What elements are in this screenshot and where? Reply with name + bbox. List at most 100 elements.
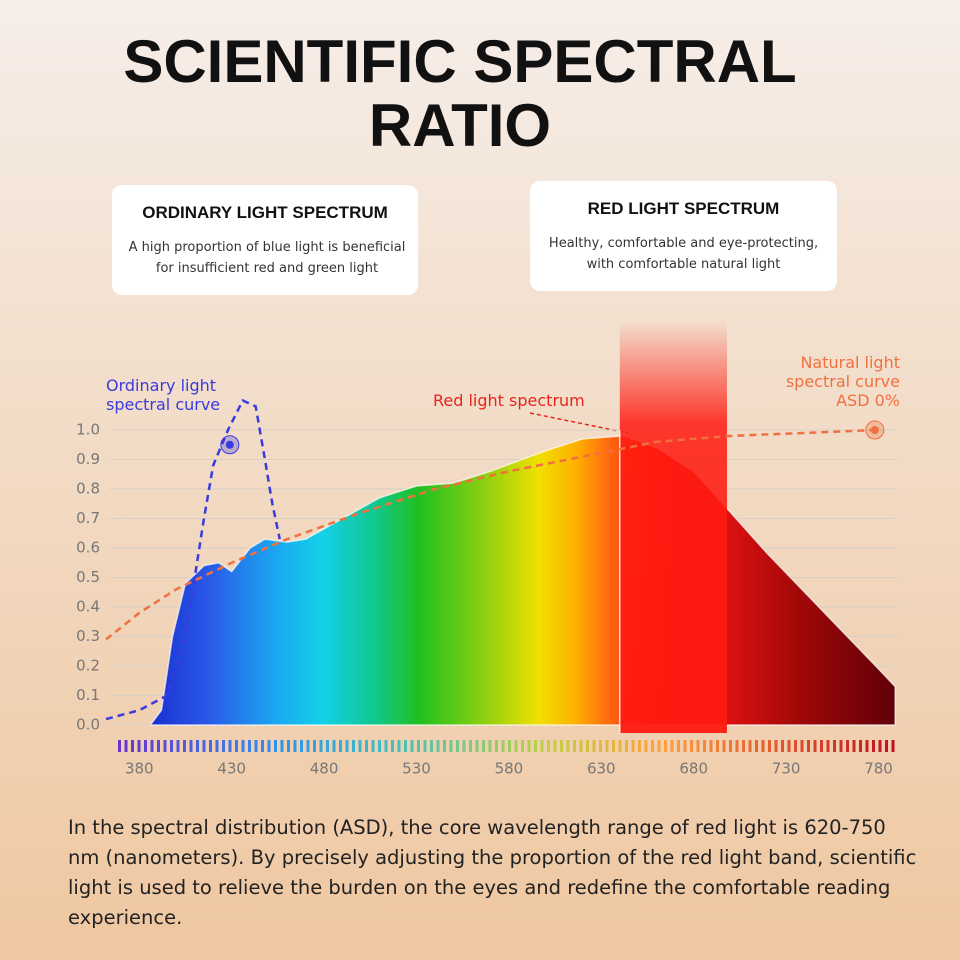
scale-strip xyxy=(345,740,349,752)
scale-strip xyxy=(670,740,674,752)
scale-strip xyxy=(573,740,576,752)
scale-strip xyxy=(183,740,186,752)
scale-strip xyxy=(267,740,271,752)
curve xyxy=(105,428,875,641)
y-tick-label: 0.5 xyxy=(76,568,100,586)
x-tick-label: 630 xyxy=(587,760,616,778)
scale-strip xyxy=(696,740,700,752)
scale-strip xyxy=(326,740,329,752)
marker xyxy=(225,440,234,449)
y-tick-label: 0.3 xyxy=(76,627,100,645)
scale-strip xyxy=(332,740,336,752)
scale-strip xyxy=(703,740,706,752)
scale-strip xyxy=(131,740,134,752)
scale-strip xyxy=(677,740,680,752)
y-tick-label: 0.2 xyxy=(76,657,100,675)
x-tick-label: 780 xyxy=(864,760,893,778)
scale-strip xyxy=(800,740,804,752)
x-tick-label: 380 xyxy=(125,760,154,778)
card-text: A high proportion of blue light is benef… xyxy=(128,240,406,276)
scale-strip xyxy=(495,740,498,752)
scale-strip xyxy=(794,740,797,752)
scale-strip xyxy=(254,740,258,752)
scale-strip xyxy=(443,740,446,752)
scale-strip xyxy=(150,740,154,752)
series-label: Natural light spectral curve ASD 0% xyxy=(785,353,900,410)
scale-strip xyxy=(839,740,843,752)
scale-strip xyxy=(196,740,199,752)
scale-strip xyxy=(631,740,635,752)
scale-strip xyxy=(384,740,388,752)
scale-strip xyxy=(735,740,739,752)
scale-strip xyxy=(618,740,622,752)
scale-strip xyxy=(163,740,167,752)
scale-strip xyxy=(592,740,596,752)
title: SCIENTIFIC SPECTRAL RATIO xyxy=(123,28,797,159)
scale-strip xyxy=(722,740,726,752)
y-tick-label: 0.9 xyxy=(76,450,100,468)
card: RED LIGHT SPECTRUM Healthy, comfortable … xyxy=(530,181,837,291)
x-tick-label: 580 xyxy=(495,760,524,778)
scale-strip xyxy=(774,740,778,752)
leader-line xyxy=(529,412,629,434)
scale-strip xyxy=(742,740,745,752)
x-tick-label: 430 xyxy=(217,760,246,778)
x-tick-label: 480 xyxy=(310,760,339,778)
scale-strip xyxy=(410,740,414,752)
scale-strip xyxy=(144,740,147,752)
x-tick-label: 680 xyxy=(679,760,708,778)
scale-strip xyxy=(235,740,238,752)
scale-strip xyxy=(137,740,141,752)
scale-strip xyxy=(202,740,206,752)
scale-strip xyxy=(527,740,531,752)
scale-strip xyxy=(690,740,693,752)
spectrum-area xyxy=(148,435,896,726)
scale-strip xyxy=(638,740,641,752)
y-tick-label: 0.0 xyxy=(76,716,100,734)
scale-strip xyxy=(430,740,433,752)
scale-strip xyxy=(365,740,368,752)
scale-strip xyxy=(553,740,557,752)
card: ORDINARY LIGHT SPECTRUM A high proportio… xyxy=(112,185,418,295)
scale-strip xyxy=(859,740,862,752)
y-tick-label: 0.8 xyxy=(76,480,100,498)
x-tick-label: 730 xyxy=(772,760,801,778)
scale-strip xyxy=(521,740,524,752)
footer-text: In the spectral distribution (ASD), the … xyxy=(68,816,917,929)
scale-strip xyxy=(319,740,323,752)
y-tick-label: 1.0 xyxy=(76,421,100,439)
y-tick-label: 0.1 xyxy=(76,686,100,704)
scale-strip xyxy=(716,740,719,752)
y-tick-label: 0.7 xyxy=(76,509,100,527)
scale-strip xyxy=(378,740,381,752)
series-label: Ordinary light spectral curve xyxy=(106,376,221,414)
scale-strip xyxy=(781,740,784,752)
card-title: RED LIGHT SPECTRUM xyxy=(587,199,780,218)
scale-strip xyxy=(787,740,791,752)
scale-strip xyxy=(605,740,609,752)
scale-strip xyxy=(547,740,550,752)
scale-strip xyxy=(683,740,687,752)
scale-strip xyxy=(586,740,589,752)
series-label: Red light spectrum xyxy=(433,391,585,410)
scale-strip xyxy=(664,740,667,752)
scale-strip xyxy=(462,740,466,752)
scale-strip xyxy=(417,740,420,752)
scale-strip xyxy=(118,740,121,752)
scale-strip xyxy=(644,740,648,752)
scale-strip xyxy=(657,740,661,752)
scale-strip xyxy=(456,740,459,752)
scale-strip xyxy=(514,740,518,752)
scale-strip xyxy=(625,740,628,752)
scale-strip xyxy=(885,740,888,752)
scale-strip xyxy=(833,740,836,752)
scale-strip xyxy=(761,740,765,752)
scale-strip xyxy=(436,740,440,752)
scale-strip xyxy=(475,740,479,752)
scale-strip xyxy=(768,740,771,752)
scale-strip xyxy=(170,740,173,752)
highlight-band xyxy=(619,320,727,733)
scale-strip xyxy=(228,740,232,752)
scale-strip xyxy=(397,740,401,752)
